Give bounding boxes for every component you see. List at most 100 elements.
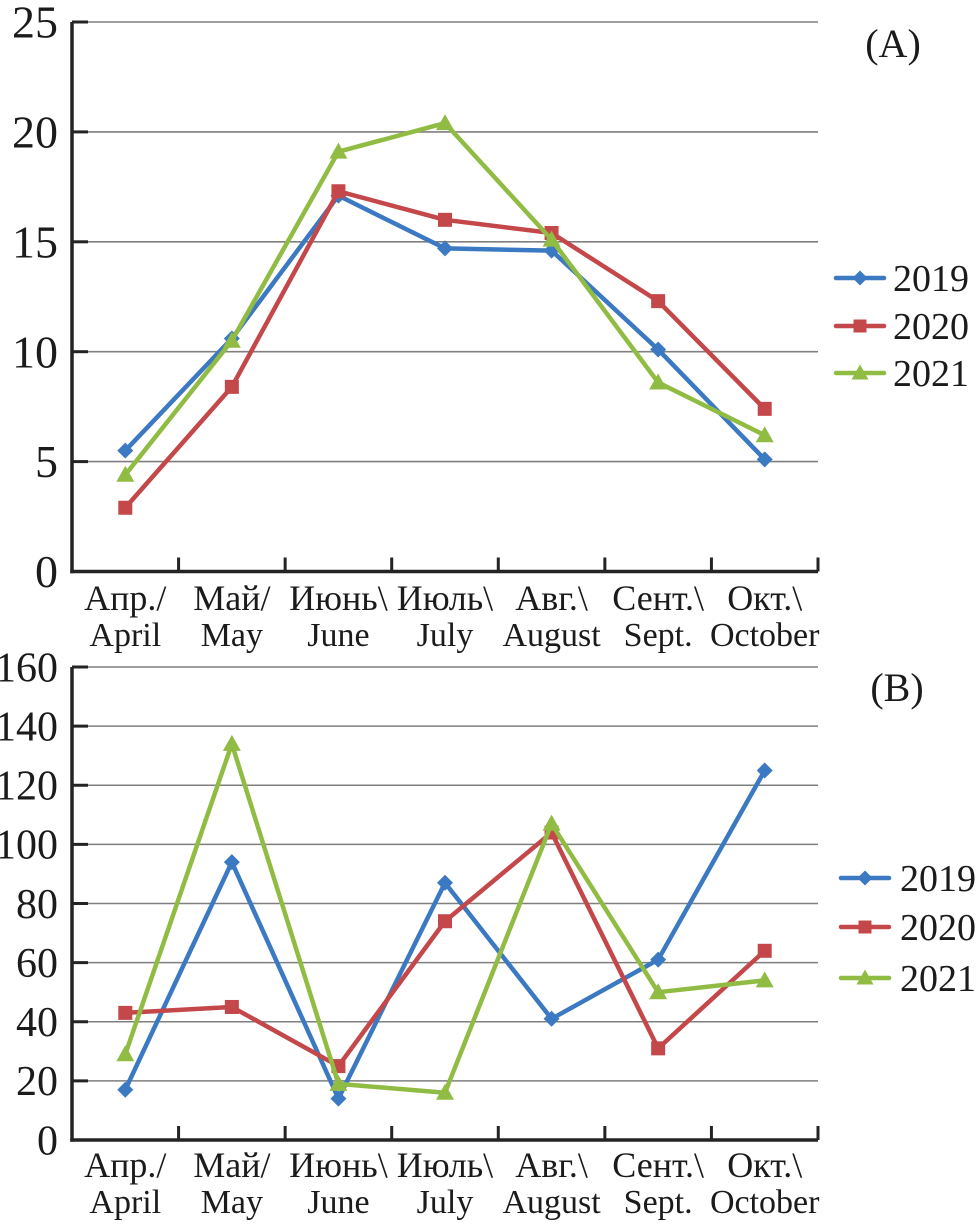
x-tick-label-ru: Май/ — [193, 578, 270, 618]
legend-label: 2020 — [893, 306, 969, 348]
triangle-marker — [542, 814, 561, 831]
legend-a: 2019 2020 2021 — [833, 258, 969, 395]
panel-label: (B) — [870, 665, 923, 710]
triangle-marker — [755, 426, 774, 443]
square-marker — [757, 401, 772, 416]
legend-square-marker — [853, 319, 867, 333]
x-tick-label-en: July — [417, 617, 474, 654]
y-tick-label: 80 — [16, 882, 58, 928]
chart-panel-b: 0 20 40 60 80 100 120 140 160 Апр./April Май/May Ию… — [0, 645, 976, 1221]
y-tick-label: 140 — [0, 704, 58, 750]
series-line-2020 — [123, 830, 767, 1069]
square-marker — [651, 294, 666, 309]
x-tick-label-en: Sept. — [624, 617, 693, 654]
triangle-marker — [649, 983, 668, 1000]
x-tick-label-ru: Май/ — [193, 1145, 270, 1185]
x-tick-label-en: August — [502, 1184, 601, 1221]
y-tick-label: 20 — [12, 107, 58, 158]
square-marker — [224, 379, 239, 394]
y-axis-labels-a: 0 5 10 15 20 25 — [12, 0, 58, 597]
x-tick-label-en: August — [502, 617, 601, 654]
legend-label: 2021 — [900, 958, 976, 1000]
triangle-marker — [222, 734, 241, 751]
triangle-marker — [649, 373, 668, 390]
diamond-marker — [437, 240, 453, 257]
y-tick-label: 120 — [0, 764, 58, 810]
square-marker — [224, 999, 239, 1014]
diamond-marker — [117, 1081, 134, 1098]
square-marker — [118, 500, 133, 515]
triangle-marker — [542, 230, 561, 247]
legend-diamond-marker — [857, 870, 873, 886]
legend-triangle-marker — [856, 969, 874, 985]
y-tick-label: 15 — [12, 216, 58, 267]
axis-ticks-b — [72, 665, 820, 1140]
y-tick-label: 5 — [35, 436, 58, 487]
triangle-marker — [329, 1074, 348, 1091]
y-tick-label: 0 — [37, 1118, 58, 1164]
legend-label: 2021 — [893, 353, 969, 395]
series-2019-a — [117, 187, 773, 468]
x-tick-label-en: April — [89, 1184, 161, 1221]
x-tick-label-ru: Июль\ — [397, 578, 493, 618]
legend-label: 2019 — [900, 858, 976, 900]
square-marker — [118, 1005, 133, 1020]
y-axis-labels-b: 0 20 40 60 80 100 120 140 160 — [0, 645, 58, 1164]
square-marker — [438, 914, 452, 929]
series-2019-b — [117, 762, 773, 1107]
x-tick-label-en: June — [307, 617, 369, 654]
diamond-marker — [437, 874, 453, 891]
diamond-marker — [756, 762, 773, 779]
x-tick-label-ru: Апр./ — [84, 1145, 166, 1185]
x-tick-label-ru: Авг.\ — [515, 1145, 588, 1185]
x-axis-labels-b: Апр./April Май/May Июнь\June Июль\July Авг.\… — [84, 1145, 820, 1221]
triangle-marker — [329, 142, 348, 159]
x-tick-label-ru: Сент.\ — [612, 1145, 704, 1185]
x-tick-label-ru: Июль\ — [397, 1145, 493, 1185]
series-2020-b — [118, 825, 772, 1074]
series-2021-b — [116, 734, 774, 1100]
series-line-2021 — [123, 120, 767, 478]
legend-label: 2019 — [893, 258, 969, 300]
legend-triangle-marker — [851, 364, 869, 380]
chart-panel-a: 0 5 10 15 20 25 Апр./April Май/May Июнь\June Июль… — [12, 0, 969, 654]
y-tick-label: 10 — [12, 326, 58, 377]
triangle-marker — [116, 1045, 135, 1062]
series-2021-a — [116, 114, 774, 482]
y-tick-label: 40 — [16, 1000, 58, 1046]
legend-square-marker — [858, 920, 872, 934]
triangle-marker — [116, 465, 135, 482]
triangle-marker — [755, 971, 774, 988]
diamond-marker — [650, 951, 667, 968]
x-tick-label-ru: Июнь\ — [289, 1145, 388, 1185]
square-marker — [651, 1041, 666, 1056]
series-line-2019 — [123, 768, 767, 1101]
y-tick-label: 100 — [0, 823, 58, 869]
y-tick-label: 60 — [16, 941, 58, 987]
diamond-marker — [330, 1090, 347, 1107]
x-tick-label-en: July — [417, 1184, 474, 1221]
diamond-marker — [117, 442, 134, 459]
legend-diamond-marker — [852, 270, 868, 286]
x-tick-label-en: Sept. — [624, 1184, 693, 1221]
y-tick-label: 160 — [0, 645, 58, 691]
triangle-marker — [436, 114, 454, 131]
x-tick-label-en: May — [201, 1184, 263, 1221]
x-axis-labels-a: Апр./April Май/May Июнь\June Июль\July Авг.\… — [84, 578, 820, 654]
diamond-marker — [756, 451, 773, 468]
x-tick-label-en: April — [89, 617, 161, 654]
x-tick-label-ru: Окт.\ — [727, 1145, 802, 1185]
x-tick-label-ru: Июнь\ — [289, 578, 388, 618]
diamond-marker — [223, 854, 240, 871]
square-marker — [757, 943, 772, 958]
x-tick-label-ru: Окт.\ — [727, 578, 802, 618]
square-marker — [438, 212, 452, 227]
x-tick-label-ru: Авг.\ — [515, 578, 588, 618]
y-tick-label: 0 — [35, 546, 58, 597]
triangle-marker — [222, 331, 241, 348]
series-line-2019 — [123, 193, 767, 462]
axis-ticks-a — [72, 20, 820, 572]
x-tick-label-en: June — [307, 1184, 369, 1221]
